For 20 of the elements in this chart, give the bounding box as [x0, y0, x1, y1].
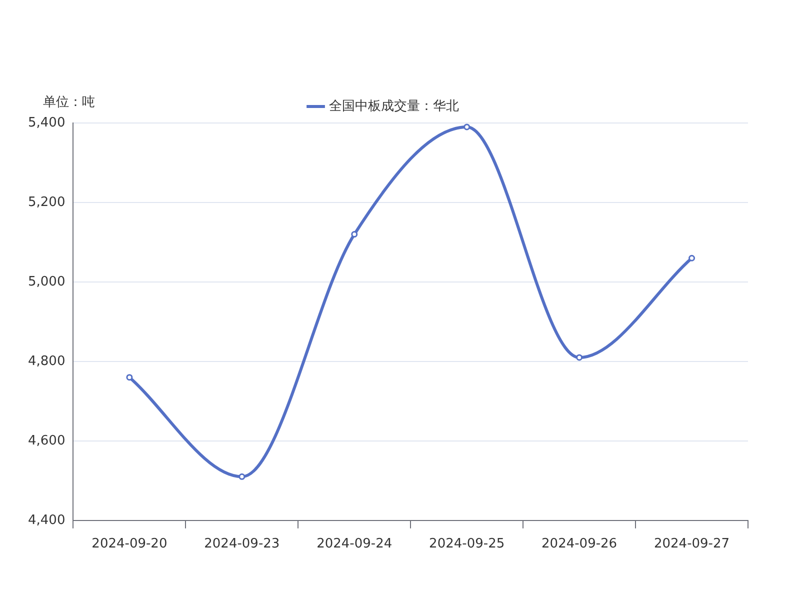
x-tick-label: 2024-09-23 [204, 536, 280, 552]
point [464, 124, 470, 130]
y-tick-label: 4,400 [28, 512, 66, 528]
point [126, 374, 133, 381]
point [238, 473, 246, 480]
y-tick-label: 4,600 [28, 433, 66, 448]
x-tick-label: 2024-09-20 [92, 536, 168, 552]
legend-label: 全国中板成交量：华北 [328, 98, 459, 114]
y-tick-label: 5,200 [28, 194, 66, 210]
x-tick-label: 2024-09-27 [654, 536, 730, 552]
y-axis-title: 单位：吨 [43, 94, 96, 110]
y-tick-label: 4,800 [28, 354, 66, 369]
x-tick-label: 2024-09-25 [429, 536, 505, 552]
y-tick-label: 5,000 [28, 274, 66, 290]
point [688, 254, 696, 262]
x-tick-label: 2024-09-24 [316, 536, 392, 552]
y-tick-label: 5,400 [28, 115, 66, 130]
x-tick-label: 2024-09-26 [542, 536, 618, 552]
point [576, 354, 583, 361]
point [351, 231, 358, 238]
